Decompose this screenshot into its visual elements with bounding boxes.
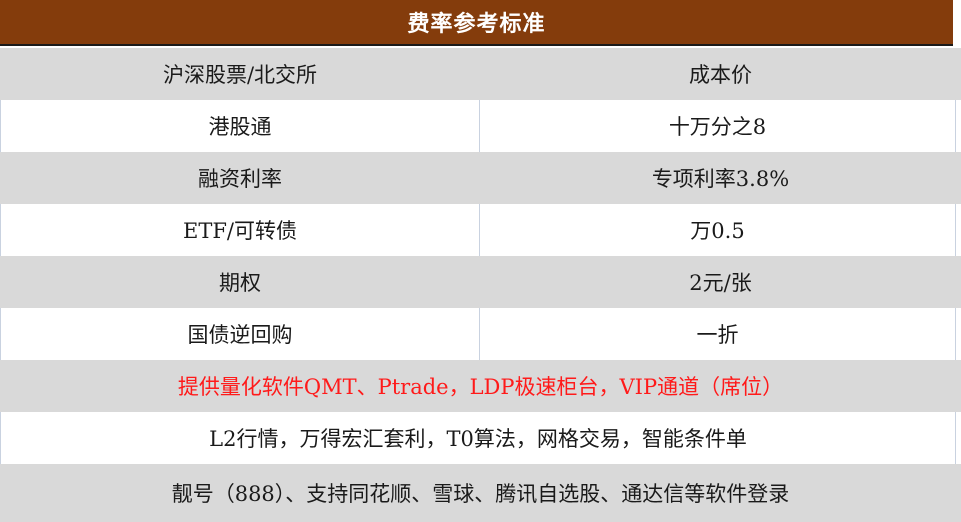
table-row: 国债逆回购 一折 [0, 308, 956, 360]
table-cell-item: 港股通 [1, 100, 480, 152]
table-row: ETF/可转债 万0.5 [0, 204, 956, 256]
table-row: 靓号（888）、支持同花顺、雪球、腾讯自选股、通达信等软件登录 [0, 464, 961, 522]
table-row: L2行情，万得宏汇套利，T0算法，网格交易，智能条件单 [0, 412, 956, 464]
table-row: 融资利率 专项利率3.8% [0, 152, 961, 204]
table-cell-item: 期权 [219, 271, 261, 295]
table-row: 港股通 十万分之8 [0, 100, 956, 152]
table-row: 期权 2元/张 [0, 256, 961, 308]
table-cell-item: ETF/可转债 [1, 204, 480, 256]
table-cell-item: 沪深股票/北交所 [162, 63, 318, 87]
table-cell-value: 万0.5 [690, 219, 745, 243]
table-cell-value: 2元/张 [689, 271, 752, 295]
page-title: 费率参考标准 [407, 11, 546, 37]
table-cell-value: 成本价 [689, 63, 752, 87]
fee-rate-table: 沪深股票/北交所 成本价港股通 十万分之8 融资利率 专项利率3.8% ETF/可转债 万0… [0, 48, 961, 522]
card-header: 费率参考标准 [0, 0, 953, 46]
table-cell-item: 融资利率 [198, 167, 282, 191]
table-row: 沪深股票/北交所 成本价 [0, 48, 961, 100]
table-cell-highlight-note: 提供量化软件QMT、Ptrade，LDP极速柜台，VIP通道（席位） [177, 375, 784, 399]
table-cell-note: 靓号（888）、支持同花顺、雪球、腾讯自选股、通达信等软件登录 [171, 482, 790, 506]
table-cell-value: 十万分之8 [668, 115, 767, 139]
table-cell-item: 国债逆回购 [1, 308, 480, 360]
table-cell-value: 一折 [696, 323, 739, 347]
table-row: 提供量化软件QMT、Ptrade，LDP极速柜台，VIP通道（席位） [0, 360, 961, 412]
table-cell-note: L2行情，万得宏汇套利，T0算法，网格交易，智能条件单 [209, 427, 747, 451]
table-cell-value: 专项利率3.8% [651, 167, 790, 191]
